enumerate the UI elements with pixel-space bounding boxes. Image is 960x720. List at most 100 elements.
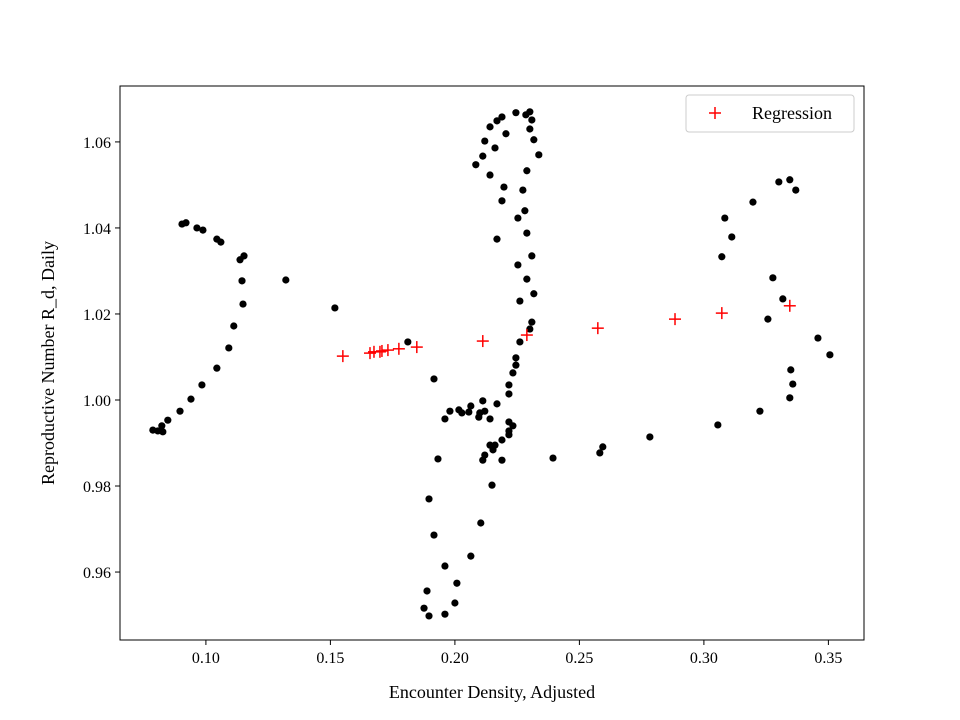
data-point — [516, 297, 524, 305]
regression-point — [375, 344, 388, 357]
data-point — [434, 455, 442, 463]
y-tick-label: 0.98 — [83, 479, 111, 496]
data-point — [787, 366, 795, 374]
data-point — [718, 253, 726, 261]
data-point — [512, 361, 520, 369]
y-tick-label: 1.00 — [83, 393, 111, 410]
x-tick-label: 0.10 — [192, 650, 220, 667]
x-tick-label: 0.15 — [316, 650, 344, 667]
data-point — [535, 151, 543, 159]
regression-point — [520, 329, 533, 342]
data-point — [549, 454, 557, 462]
data-point — [178, 220, 186, 228]
data-point — [430, 531, 438, 539]
data-point — [475, 413, 483, 421]
data-point — [479, 397, 487, 405]
data-point — [493, 400, 501, 408]
data-point — [199, 226, 207, 234]
legend: Regression — [685, 94, 855, 133]
x-axis-ticks: 0.10 0.15 0.20 0.25 0.30 0.35 — [192, 640, 842, 667]
data-point — [164, 416, 172, 424]
regression-point — [336, 350, 349, 363]
data-point — [331, 304, 339, 312]
data-point — [238, 277, 246, 285]
data-point — [498, 197, 506, 205]
data-point — [498, 436, 506, 444]
data-point — [728, 233, 736, 241]
data-point — [213, 364, 221, 372]
data-point — [425, 612, 433, 620]
data-point — [239, 300, 247, 308]
data-point — [159, 428, 167, 436]
data-point — [526, 125, 534, 133]
data-point — [193, 224, 201, 232]
data-point — [404, 338, 412, 346]
data-point — [498, 113, 506, 121]
data-point — [479, 152, 487, 160]
data-point — [596, 449, 604, 457]
regression-point — [669, 313, 682, 326]
data-point — [467, 552, 475, 560]
data-point — [213, 235, 221, 243]
data-point — [486, 171, 494, 179]
data-point — [756, 407, 764, 415]
legend-marker-plus-icon — [709, 107, 721, 119]
data-point — [240, 252, 248, 260]
data-point — [430, 375, 438, 383]
data-point — [521, 207, 529, 215]
regression-point — [476, 335, 489, 348]
regression-point — [410, 341, 423, 354]
data-point — [502, 130, 510, 138]
data-point — [500, 183, 508, 191]
data-point — [477, 519, 485, 527]
data-point — [512, 109, 520, 117]
data-point — [526, 325, 534, 333]
data-point — [530, 136, 538, 144]
plot-frame — [119, 85, 865, 641]
data-point — [505, 390, 513, 398]
data-point — [491, 144, 499, 152]
data-point — [486, 415, 494, 423]
data-point — [187, 395, 195, 403]
data-point — [779, 295, 787, 303]
y-axis-ticks: 0.96 0.98 1.00 1.02 1.04 1.06 — [83, 135, 120, 582]
data-point — [764, 315, 772, 323]
regression-point — [591, 322, 604, 335]
data-point — [498, 456, 506, 464]
data-point — [441, 415, 449, 423]
data-point — [514, 214, 522, 222]
data-point — [786, 176, 794, 184]
data-point — [458, 409, 466, 417]
data-point — [646, 433, 654, 441]
y-tick-label: 1.02 — [83, 307, 111, 324]
data-point — [519, 186, 527, 194]
data-point — [479, 456, 487, 464]
data-point — [176, 407, 184, 415]
data-point — [230, 322, 238, 330]
y-tick-label: 0.96 — [83, 565, 111, 582]
data-point — [528, 252, 536, 260]
data-point — [225, 344, 233, 352]
x-axis-label: Encounter Density, Adjusted — [389, 682, 595, 702]
data-point — [789, 380, 797, 388]
y-axis-label: Reproductive Number R_d, Daily — [38, 241, 58, 485]
data-point — [509, 422, 517, 430]
data-point — [198, 381, 206, 389]
data-point — [512, 354, 520, 362]
legend-label-regression: Regression — [752, 103, 832, 123]
data-point — [505, 431, 513, 439]
data-point — [441, 610, 449, 618]
data-point — [488, 481, 496, 489]
data-point — [282, 276, 290, 284]
data-point — [505, 381, 513, 389]
data-point — [493, 117, 501, 125]
data-point — [453, 579, 461, 587]
data-point — [509, 369, 517, 377]
y-tick-label: 1.06 — [83, 135, 111, 152]
data-point — [599, 443, 607, 451]
data-point — [530, 290, 538, 298]
data-point — [528, 318, 536, 326]
data-point — [486, 123, 494, 131]
data-point — [528, 116, 536, 124]
